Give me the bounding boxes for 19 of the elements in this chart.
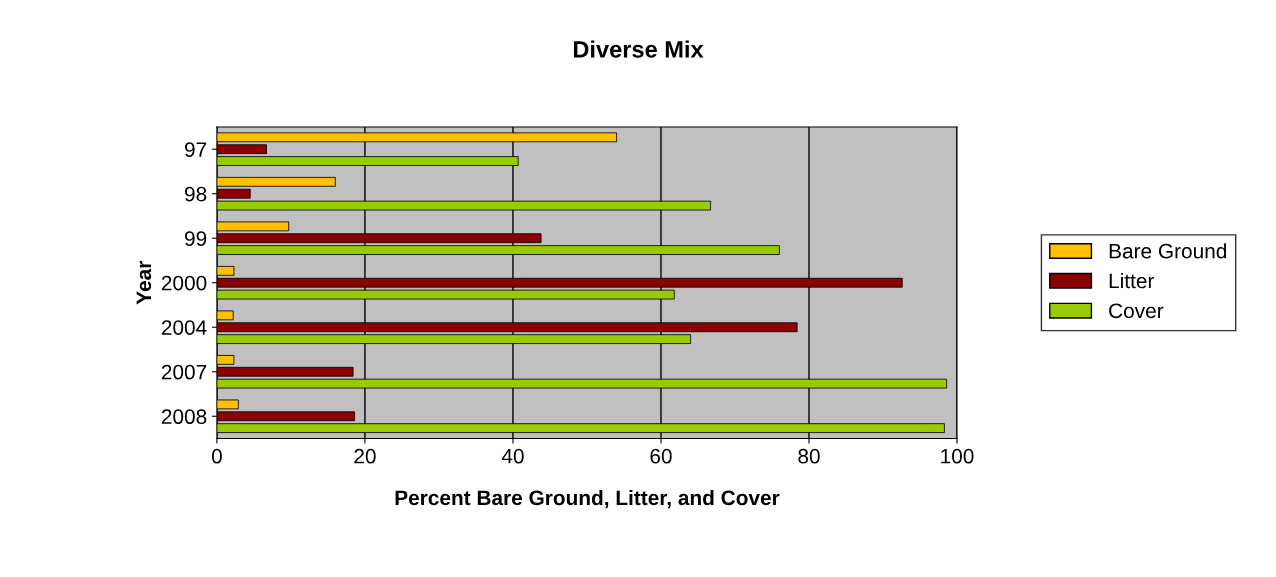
- x-tick-label: 60: [650, 448, 672, 464]
- x-tick-label: 80: [798, 448, 820, 464]
- x-tick-label: 100: [941, 448, 974, 464]
- x-tick-label: 20: [354, 448, 376, 464]
- y-tick-label: 98: [185, 186, 207, 202]
- y-tick-label: 2007: [161, 364, 207, 380]
- y-tick-label: 99: [185, 231, 207, 246]
- x-tick-label: 40: [501, 448, 524, 464]
- y-tick-label: 2008: [161, 409, 207, 425]
- y-axis-title: Year: [136, 261, 152, 305]
- legend-label: Bare Ground: [1109, 243, 1227, 259]
- y-tick-label: 2004: [161, 320, 207, 335]
- legend-label: Litter: [1109, 273, 1155, 289]
- legend-label: Cover: [1109, 303, 1164, 319]
- y-tick-label: 2000: [161, 275, 207, 291]
- x-tick-label: 0: [211, 448, 222, 464]
- x-axis-title: Percent Bare Ground, Litter, and Cover: [395, 489, 780, 509]
- y-tick-label: 97: [185, 142, 207, 157]
- chart-title: Diverse Mix: [573, 40, 704, 58]
